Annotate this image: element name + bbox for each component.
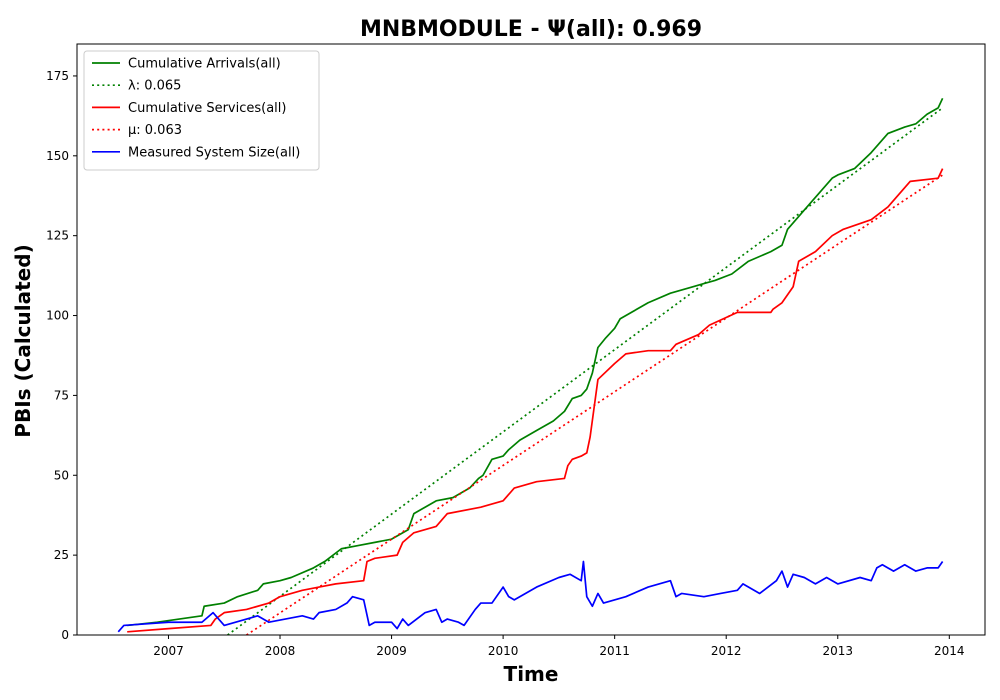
y-tick-label: 75 — [54, 388, 69, 402]
plot-frame — [76, 43, 986, 636]
y-tick-label: 175 — [46, 69, 69, 83]
x-tick-label: 2010 — [488, 644, 519, 658]
x-tick-label: 2013 — [822, 644, 853, 658]
series-line-0 — [127, 97, 944, 627]
y-axis-title: PBIs (Calculated) — [11, 244, 35, 437]
series-line-2 — [127, 168, 944, 633]
y-tick-label: 0 — [61, 628, 69, 642]
y-tick-label: 50 — [54, 468, 69, 482]
y-tick-label: 150 — [46, 149, 69, 163]
legend-label: Cumulative Services(all) — [128, 101, 286, 116]
x-tick-label: 2012 — [711, 644, 742, 658]
legend-label: μ: 0.063 — [128, 123, 182, 138]
y-tick-label: 100 — [46, 309, 69, 323]
x-tick-label: 2009 — [376, 644, 407, 658]
legend-box — [83, 50, 320, 171]
y-tick-label: 25 — [54, 548, 69, 562]
chart-title: MNBMODULE - Ψ(all): 0.969 — [360, 17, 702, 42]
legend: Cumulative Arrivals(all) λ: 0.065 Cumulati… — [83, 50, 320, 171]
x-tick-label: 2008 — [265, 644, 296, 658]
y-axis: 0 25 50 75 100 125 150 175 — [46, 69, 77, 642]
legend-label: Measured System Size(all) — [128, 145, 300, 160]
legend-label: Cumulative Arrivals(all) — [128, 57, 281, 72]
x-tick-label: 2014 — [934, 644, 965, 658]
plot-area: 2007 2008 2009 2010 2011 2012 2013 2014 0 25 50 75… — [46, 43, 986, 658]
x-tick-label: 2007 — [153, 644, 184, 658]
x-axis-title: Time — [504, 662, 559, 686]
x-axis: 2007 2008 2009 2010 2011 2012 2013 2014 — [153, 635, 965, 658]
series-line-3 — [246, 174, 944, 635]
series-line-1 — [227, 107, 944, 635]
series-line-4 — [117, 560, 944, 633]
series-layer — [117, 97, 944, 635]
legend-label: λ: 0.065 — [128, 79, 181, 94]
y-tick-label: 125 — [46, 229, 69, 243]
x-tick-label: 2011 — [599, 644, 630, 658]
